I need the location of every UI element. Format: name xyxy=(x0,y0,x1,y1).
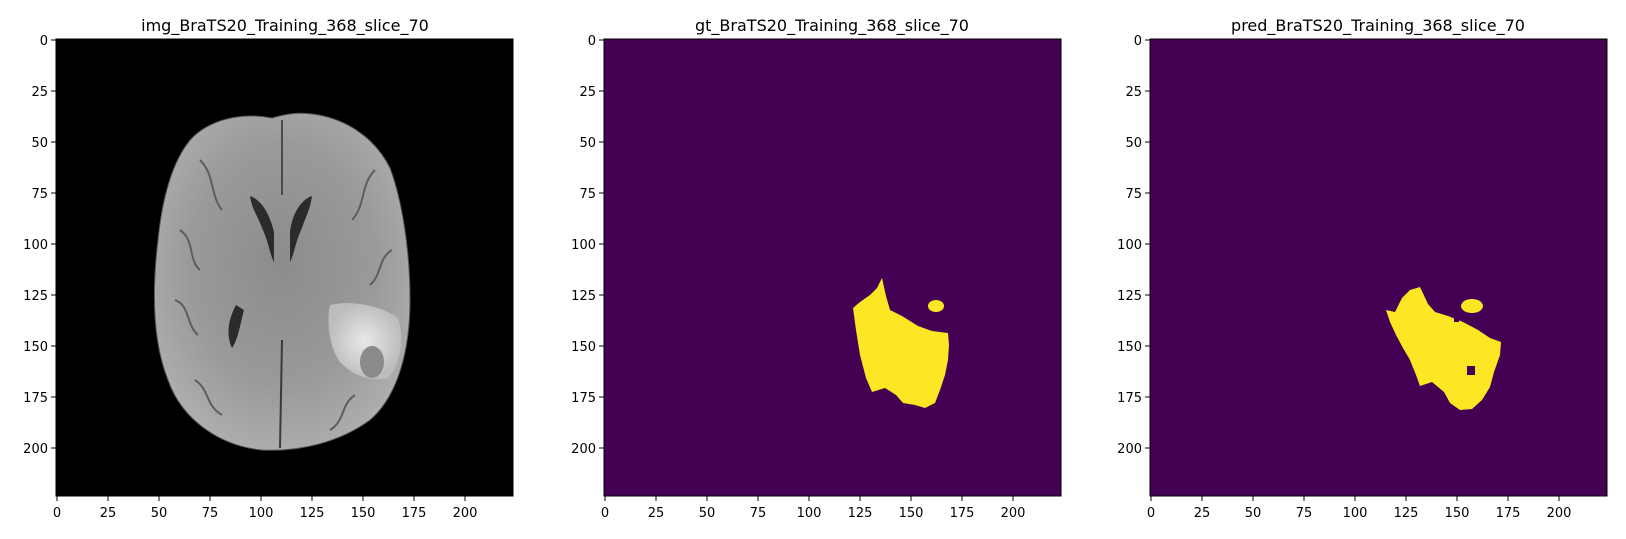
y-tick-label: 200 xyxy=(1117,442,1142,457)
y-axis-gt: 0 25 50 75 100 125 150 175 200 xyxy=(571,34,604,457)
y-tick-label: 25 xyxy=(579,85,596,100)
x-tick-label: 50 xyxy=(699,506,716,521)
y-tick-label: 125 xyxy=(571,289,596,304)
panel-title-img: img_BraTS20_Training_368_slice_70 xyxy=(141,16,429,36)
y-tick-label: 175 xyxy=(1117,391,1142,406)
y-axis-img: 0 25 50 75 100 125 150 175 200 xyxy=(23,34,56,457)
x-axis-img: 0 25 50 75 100 125 150 175 200 xyxy=(53,496,478,521)
y-tick-label: 25 xyxy=(1125,85,1142,100)
y-tick-label: 175 xyxy=(571,391,596,406)
y-tick-label: 50 xyxy=(579,136,596,151)
y-tick-label: 100 xyxy=(1117,238,1142,253)
y-tick-label: 100 xyxy=(571,238,596,253)
x-tick-label: 50 xyxy=(1245,506,1262,521)
x-tick-label: 150 xyxy=(351,506,376,521)
x-axis-gt: 0 25 50 75 100 125 150 175 200 xyxy=(601,496,1026,521)
y-tick-label: 150 xyxy=(571,340,596,355)
x-tick-label: 150 xyxy=(899,506,924,521)
x-tick-label: 175 xyxy=(1496,506,1521,521)
panel-pred: pred_BraTS20_Training_368_slice_70 0 25 … xyxy=(1117,16,1608,521)
image-area-gt xyxy=(603,38,1062,497)
gt-mask xyxy=(853,278,949,408)
x-tick-label: 175 xyxy=(402,506,427,521)
y-tick-label: 75 xyxy=(579,187,596,202)
x-tick-label: 75 xyxy=(1296,506,1313,521)
x-tick-label: 25 xyxy=(648,506,665,521)
pred-mask xyxy=(1386,287,1501,410)
y-tick-label: 25 xyxy=(31,85,48,100)
y-axis-pred: 0 25 50 75 100 125 150 175 200 xyxy=(1117,34,1150,457)
y-tick-label: 0 xyxy=(40,34,48,49)
x-tick-label: 100 xyxy=(249,506,274,521)
panel-title-pred: pred_BraTS20_Training_368_slice_70 xyxy=(1231,16,1525,36)
x-tick-label: 125 xyxy=(848,506,873,521)
x-tick-label: 125 xyxy=(1394,506,1419,521)
y-tick-label: 75 xyxy=(31,187,48,202)
x-tick-label: 175 xyxy=(950,506,975,521)
x-tick-label: 150 xyxy=(1445,506,1470,521)
y-tick-label: 75 xyxy=(1125,187,1142,202)
y-tick-label: 200 xyxy=(23,442,48,457)
y-tick-label: 175 xyxy=(23,391,48,406)
x-tick-label: 75 xyxy=(202,506,219,521)
y-tick-label: 0 xyxy=(1134,34,1142,49)
x-axis-pred: 0 25 50 75 100 125 150 175 200 xyxy=(1147,496,1572,521)
y-tick-label: 150 xyxy=(23,340,48,355)
y-tick-label: 125 xyxy=(23,289,48,304)
y-tick-label: 100 xyxy=(23,238,48,253)
y-tick-label: 200 xyxy=(571,442,596,457)
x-tick-label: 25 xyxy=(100,506,117,521)
y-tick-label: 0 xyxy=(588,34,596,49)
x-tick-label: 75 xyxy=(750,506,767,521)
x-tick-label: 50 xyxy=(151,506,168,521)
panel-gt: gt_BraTS20_Training_368_slice_70 0 25 50… xyxy=(571,16,1062,521)
y-tick-label: 50 xyxy=(1125,136,1142,151)
y-tick-label: 50 xyxy=(31,136,48,151)
x-tick-label: 0 xyxy=(1147,506,1155,521)
x-tick-label: 200 xyxy=(453,506,478,521)
x-tick-label: 200 xyxy=(1547,506,1572,521)
panel-img: img_BraTS20_Training_368_slice_70 0 xyxy=(23,16,514,521)
x-tick-label: 100 xyxy=(797,506,822,521)
x-tick-label: 0 xyxy=(53,506,61,521)
image-area-pred xyxy=(1149,38,1608,497)
x-tick-label: 25 xyxy=(1194,506,1211,521)
brain-scan xyxy=(153,112,411,451)
panel-title-gt: gt_BraTS20_Training_368_slice_70 xyxy=(695,16,969,36)
x-tick-label: 125 xyxy=(300,506,325,521)
x-tick-label: 200 xyxy=(1001,506,1026,521)
x-tick-label: 100 xyxy=(1343,506,1368,521)
y-tick-label: 150 xyxy=(1117,340,1142,355)
x-tick-label: 0 xyxy=(601,506,609,521)
y-tick-label: 125 xyxy=(1117,289,1142,304)
